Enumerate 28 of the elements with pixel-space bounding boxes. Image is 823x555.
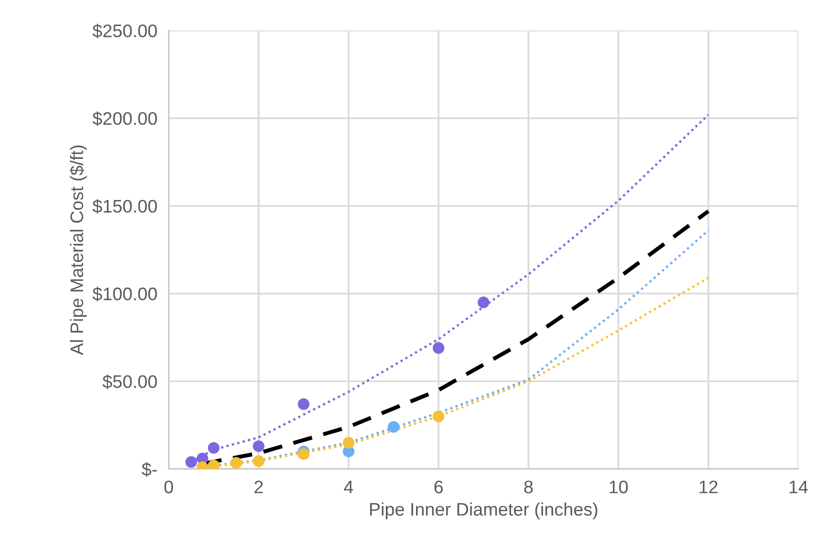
y-tick-label: $50.00 xyxy=(102,374,157,390)
y-tick-label: $- xyxy=(142,462,157,477)
point xyxy=(432,410,444,422)
point xyxy=(342,436,354,448)
point xyxy=(208,442,220,454)
x-tick-label: 8 xyxy=(524,480,533,494)
y-axis-title: Al Pipe Material Cost ($/ft) xyxy=(70,146,87,356)
point xyxy=(298,398,310,410)
y-tick-label: $100.00 xyxy=(92,286,157,302)
x-axis-title: Pipe Inner Diameter (inches) xyxy=(370,502,598,520)
x-tick-label: 2 xyxy=(254,480,263,494)
point xyxy=(432,342,444,354)
point xyxy=(298,448,310,460)
y-tick-label: $200.00 xyxy=(92,111,157,126)
y-tick-label: $150.00 xyxy=(92,199,157,214)
point xyxy=(252,440,264,452)
x-tick-label: 6 xyxy=(434,480,443,494)
x-tick-label: 12 xyxy=(700,480,718,494)
point xyxy=(230,457,242,469)
point xyxy=(478,296,490,308)
x-tick-label: 14 xyxy=(790,480,808,494)
point xyxy=(185,456,198,468)
x-tick-label: 10 xyxy=(610,480,628,494)
x-tick-label: 0 xyxy=(164,480,174,494)
point xyxy=(388,421,400,433)
y-tick-label: $250.00 xyxy=(92,24,157,38)
point xyxy=(252,455,264,467)
x-tick-label: 4 xyxy=(344,480,354,494)
